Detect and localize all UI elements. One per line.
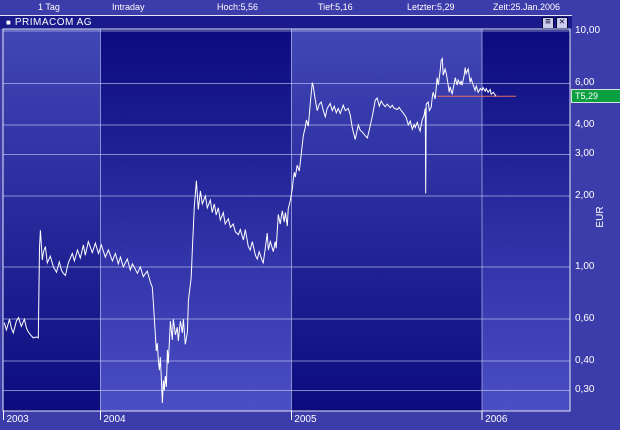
header-field-time: Zeit:25.Jan.2006 [493,2,561,12]
y-tick-label: 3,00 [575,148,595,160]
y-tick-label: 10,00 [575,25,601,37]
year-band [482,29,570,411]
header-field-last: Letzter:5,29 [407,2,455,12]
y-tick-label: 6,00 [575,77,595,89]
y-tick-label: 4,00 [575,118,595,130]
window-close-button[interactable]: ✕ [556,16,568,29]
header-field-high: Hoch:5,56 [217,2,259,12]
x-tick-label: 2005 [294,414,317,425]
y-tick-label: 1,00 [575,260,595,272]
y-axis-unit-label: EUR [595,206,606,228]
year-band [3,29,101,411]
y-tick-label: 0,60 [575,313,595,325]
y-tick-label: 0,30 [575,384,595,396]
last-price-tag: T5,29 [571,89,620,104]
header-field-low: Tief:5,16 [318,2,353,12]
window-bullet-icon: ■ [6,18,11,27]
x-tick-label: 2006 [485,414,508,425]
x-tick-label: 2004 [103,414,126,425]
quote-header: 1 Tag Intraday Hoch:5,56 Tief:5,16 Letzt… [0,0,620,15]
plot-border [2,28,571,412]
y-tick-label: 0,40 [575,354,595,366]
window-buttons: ≡ ✕ [542,16,572,29]
window-title: PRIMACOM AG [14,17,93,28]
x-tick-label: 2003 [6,414,29,425]
window-properties-button[interactable]: ≡ [542,16,554,29]
year-band [291,29,483,411]
window-titlebar[interactable]: ■ PRIMACOM AG ≡ ✕ [0,15,572,29]
price-line [3,56,497,404]
year-band [100,29,292,411]
header-field-period: 1 Tag [38,2,60,12]
header-field-mode: Intraday [112,2,145,12]
y-tick-label: 2,00 [575,189,595,201]
